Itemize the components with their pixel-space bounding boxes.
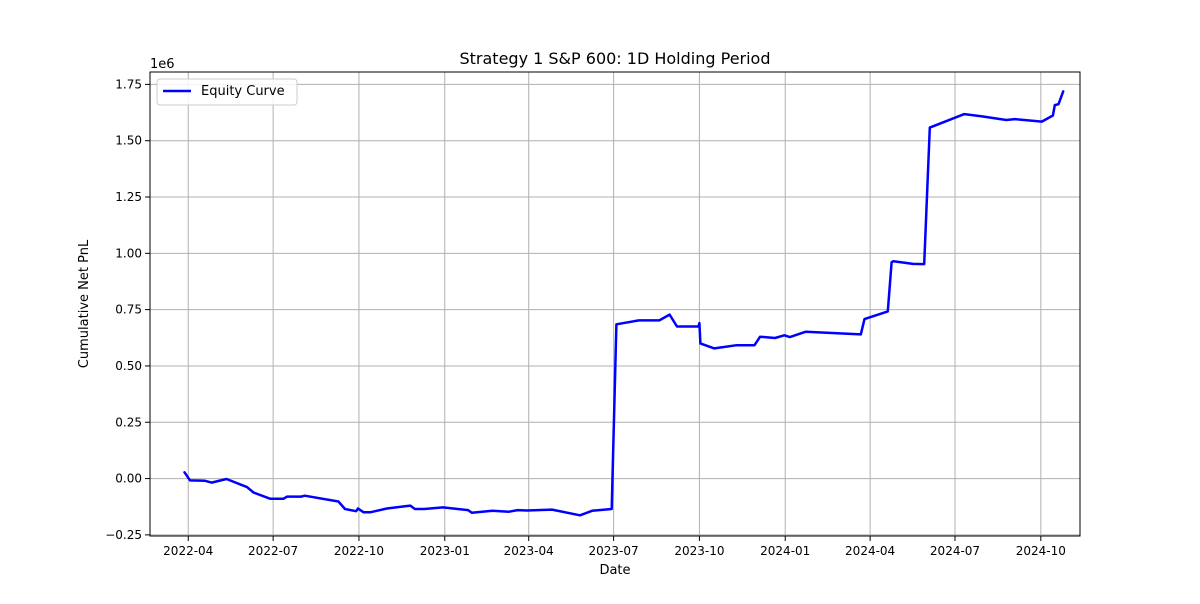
x-tick-label: 2024-04	[845, 544, 895, 558]
chart-title: Strategy 1 S&P 600: 1D Holding Period	[459, 49, 770, 68]
legend-label-equity-curve: Equity Curve	[201, 84, 285, 99]
y-tick-label: 0.00	[115, 472, 142, 486]
plot-frame	[149, 71, 1081, 537]
x-tick-label: 2022-10	[334, 544, 384, 558]
x-tick-label: 2024-07	[930, 544, 980, 558]
y-tick-label: 0.50	[115, 359, 142, 373]
x-tick-label: 2024-10	[1016, 544, 1066, 558]
y-tick-label: 1.00	[115, 246, 142, 260]
y-tick-label: 1.25	[115, 190, 142, 204]
y-tick-label: 0.75	[115, 303, 142, 317]
x-tick-label: 2024-01	[760, 544, 810, 558]
x-tick-label: 2023-04	[504, 544, 554, 558]
series-line-equity-curve	[183, 90, 1065, 517]
grid-layer	[150, 72, 1080, 536]
legend-box	[156, 78, 298, 106]
y-multiplier-label: 1e6	[150, 57, 175, 72]
y-tick-label: 0.25	[115, 415, 142, 429]
x-tick-label: 2023-07	[589, 544, 639, 558]
x-tick-label: 2023-10	[674, 544, 724, 558]
y-axis-label: Cumulative Net PnL	[77, 239, 92, 368]
y-tick-label: 1.75	[115, 77, 142, 91]
y-tick-label: −0.25	[105, 528, 142, 542]
y-tick-label: 1.50	[115, 134, 142, 148]
line-layer	[183, 90, 1065, 517]
legend: Equity Curve	[156, 78, 298, 106]
x-tick-label: 2022-07	[248, 544, 298, 558]
x-tick-label: 2022-04	[163, 544, 213, 558]
tick-layer: 2022-04 2022-07 2022-10 2023-01 2023-04 2023-…	[105, 77, 1066, 558]
x-axis-label: Date	[599, 563, 630, 578]
x-tick-label: 2023-01	[420, 544, 470, 558]
